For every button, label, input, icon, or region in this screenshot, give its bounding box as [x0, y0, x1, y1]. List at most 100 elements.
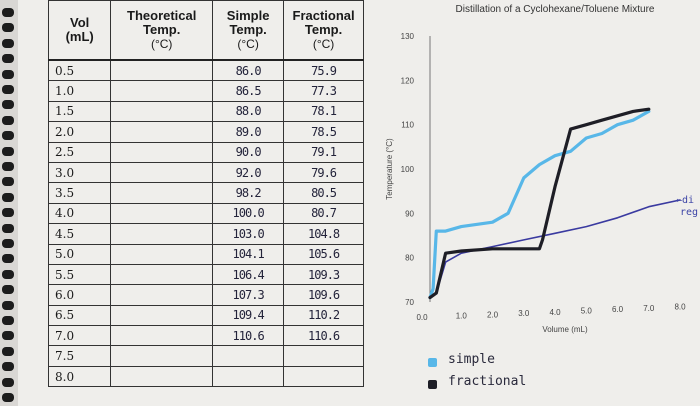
- header-fractional: Fractional Temp. (°C): [283, 0, 364, 61]
- binding-hole: [2, 239, 14, 248]
- header-theoretical-label: Theoretical Temp.: [127, 8, 197, 37]
- cell-theoretical: [110, 243, 214, 265]
- binding-hole: [2, 393, 14, 402]
- table-row: 6.5 109.4 110.2: [47, 304, 364, 327]
- cell-theoretical: [110, 182, 214, 204]
- y-tick-label: 100: [401, 165, 415, 174]
- header-simple: Simple Temp. (°C): [212, 0, 285, 61]
- y-axis-label: Temperature (°C): [385, 138, 394, 200]
- data-table: Vol (mL) Theoretical Temp. (°C) Simple T…: [47, 0, 364, 388]
- cell-vol: 6.5: [47, 304, 112, 327]
- cell-theoretical: [110, 141, 214, 163]
- y-tick-label: 130: [401, 32, 415, 41]
- cell-simple: 107.3: [212, 284, 285, 306]
- series-line-unlabeled: [429, 199, 681, 299]
- table-row: 2.0 89.0 78.5: [47, 121, 364, 143]
- cell-simple: 88.0: [212, 100, 285, 123]
- x-tick-label: 7.0: [643, 304, 655, 313]
- cell-vol: 0.5: [47, 59, 112, 82]
- table-row: 7.5: [47, 345, 364, 367]
- cell-simple: [212, 345, 285, 367]
- x-tick-label: 0.0: [416, 313, 428, 322]
- cell-fractional: 105.6: [283, 243, 364, 265]
- table-row: 3.0 92.0 79.6: [47, 161, 364, 184]
- cell-simple: 100.0: [212, 202, 285, 225]
- table-row: 5.5 106.4 109.3: [47, 263, 364, 286]
- cell-vol: 1.5: [47, 100, 112, 123]
- binding-hole: [2, 346, 14, 356]
- legend-fractional-label: fractional: [448, 374, 527, 389]
- binding-hole: [2, 54, 14, 64]
- binding-hole: [2, 331, 14, 341]
- cell-vol: 5.5: [47, 263, 112, 286]
- y-tick-label: 80: [405, 254, 414, 263]
- header-theoretical: Theoretical Temp. (°C): [110, 0, 214, 61]
- cell-vol: 8.0: [47, 365, 112, 388]
- binding-hole: [2, 177, 14, 187]
- table-row: 1.0 86.5 77.3: [47, 80, 364, 102]
- binding-hole: [2, 377, 14, 387]
- cell-vol: 7.0: [47, 325, 112, 347]
- binding-hole: [2, 100, 14, 110]
- binding-hole: [2, 115, 14, 125]
- table-row: 0.5 86.0 75.9: [47, 59, 364, 82]
- x-tick-label: 8.0: [674, 303, 686, 312]
- cell-vol: 5.0: [47, 243, 112, 265]
- legend-simple-label: simple: [448, 352, 495, 367]
- header-simple-unit: (°C): [237, 37, 259, 51]
- cell-theoretical: [110, 304, 214, 327]
- cell-theoretical: [110, 80, 214, 102]
- binding-hole: [2, 192, 14, 202]
- binding-hole: [2, 85, 14, 94]
- legend-fractional-swatch: [428, 380, 437, 389]
- binding-hole: [2, 316, 14, 325]
- y-tick-label: 70: [405, 298, 414, 307]
- cell-theoretical: [110, 223, 214, 245]
- table-row: 1.5 88.0 78.1: [47, 100, 364, 123]
- cell-vol: 3.0: [47, 161, 112, 184]
- cell-fractional: 109.6: [283, 284, 364, 306]
- table-row: 6.0 107.3 109.6: [47, 284, 364, 306]
- binding-hole: [2, 131, 14, 141]
- y-tick-label: 90: [405, 209, 414, 218]
- cell-vol: 6.0: [47, 284, 112, 306]
- cell-vol: 4.5: [47, 223, 112, 245]
- table-row: 2.5 90.0 79.1: [47, 141, 364, 163]
- x-tick-label: 2.0: [487, 310, 499, 319]
- side-note-line-1: ←di: [676, 195, 695, 206]
- cell-theoretical: [110, 345, 214, 367]
- cell-simple: 86.5: [212, 80, 285, 102]
- table-header-row: Vol (mL) Theoretical Temp. (°C) Simple T…: [47, 0, 364, 61]
- cell-theoretical: [110, 202, 214, 225]
- cell-theoretical: [110, 325, 214, 347]
- cell-simple: 89.0: [212, 121, 285, 143]
- y-tick-label: 110: [401, 121, 414, 130]
- binding-hole: [2, 254, 14, 264]
- cell-vol: 2.0: [47, 121, 112, 143]
- table-row: 4.0 100.0 80.7: [47, 202, 364, 225]
- cell-vol: 7.5: [47, 345, 112, 367]
- cell-theoretical: [110, 263, 214, 286]
- y-tick-label: 120: [401, 76, 415, 85]
- header-simple-label: Simple Temp.: [226, 8, 270, 37]
- series-line-fractional: [428, 107, 651, 300]
- binding-hole: [2, 23, 14, 33]
- cell-fractional: [283, 365, 364, 388]
- header-theoretical-unit: (°C): [150, 37, 173, 51]
- cell-simple: 90.0: [212, 141, 285, 163]
- cell-simple: 103.0: [212, 223, 285, 245]
- cell-simple: 106.4: [212, 263, 285, 286]
- cell-theoretical: [110, 284, 214, 306]
- legend-simple-swatch: [428, 358, 437, 367]
- cell-theoretical: [110, 161, 214, 184]
- binding-hole: [2, 362, 14, 372]
- side-note-line-2: reg: [680, 207, 699, 218]
- binding-hole: [2, 285, 14, 295]
- x-axis-label: Volume (mL): [542, 325, 588, 334]
- cell-simple: 92.0: [212, 161, 285, 184]
- cell-simple: [212, 365, 285, 388]
- chart-title: Distillation of a Cyclohexane/Toluene Mi…: [456, 4, 655, 15]
- table-row: 7.0 110.6 110.6: [47, 325, 364, 347]
- binding-hole: [2, 223, 14, 233]
- cell-fractional: 77.3: [283, 80, 364, 102]
